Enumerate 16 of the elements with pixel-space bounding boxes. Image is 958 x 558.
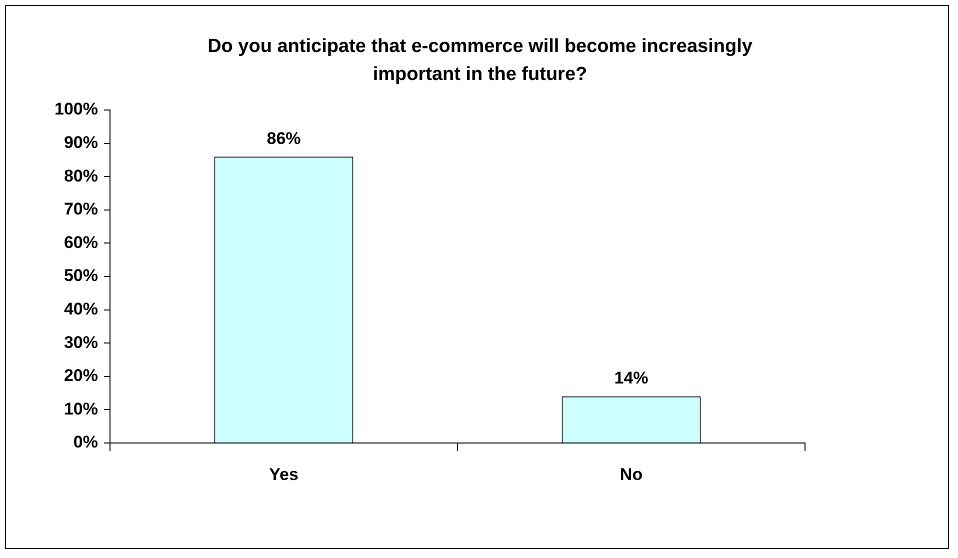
- data-label: 14%: [614, 368, 648, 388]
- y-tick-label: 70%: [64, 200, 98, 219]
- x-tick-label: Yes: [269, 464, 298, 484]
- y-tick-label: 40%: [64, 299, 98, 318]
- y-tick-label: 20%: [64, 366, 98, 386]
- y-tick-label: 10%: [64, 399, 98, 418]
- y-tick-label: 0%: [73, 432, 98, 452]
- y-tick-label: 90%: [64, 132, 98, 152]
- chart-title: Do you anticipate that e-commerce will become increasingly important in the future?: [206, 35, 754, 87]
- x-tick-label: No: [620, 464, 643, 484]
- y-tick-label: 100%: [54, 100, 98, 119]
- y-tick-label: 50%: [64, 266, 98, 286]
- data-label: 86%: [266, 128, 301, 148]
- y-tick-label: 30%: [64, 332, 98, 352]
- y-tick-label: 60%: [64, 232, 98, 252]
- y-tick-label: 80%: [64, 166, 98, 186]
